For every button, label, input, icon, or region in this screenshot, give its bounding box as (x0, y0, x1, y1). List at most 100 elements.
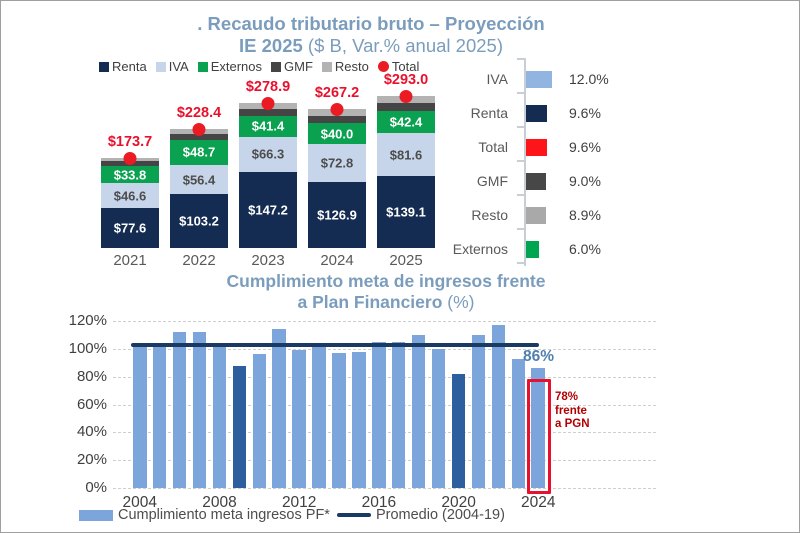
legend-item-cumplimiento: Cumplimiento meta ingresos PF* (79, 507, 330, 523)
promedio-line (131, 342, 539, 347)
segment-iva-2024: $72.8 (308, 144, 366, 182)
legend-label: Promedio (2004-19) (375, 507, 505, 523)
bottom-chart-legend: Cumplimiento meta ingresos PF* Promedio (… (79, 507, 505, 523)
legend-item-total: Total (377, 59, 420, 74)
bar-2006 (172, 332, 187, 488)
total-marker-dot (123, 151, 137, 165)
bar-2018 (411, 334, 426, 488)
growth-value: 6.0% (569, 241, 601, 257)
iva-swatch (155, 61, 166, 72)
bar-2020 (451, 373, 466, 488)
segment-gmf-2024 (308, 115, 366, 124)
top-x-label-2022: 2022 (182, 252, 216, 269)
bar-stack-2021: $77.6 $46.6 $33.8 (101, 157, 159, 248)
growth-value: 9.0% (569, 173, 601, 189)
annotation-78-frente-pgn: 78% frente a PGN (555, 391, 590, 432)
bar-2015 (352, 351, 366, 488)
growth-axis-tick (517, 262, 524, 264)
x-tick-2020: 2020 (441, 494, 476, 511)
growth-bar-renta (526, 104, 548, 122)
segment-iva-2022: $56.4 (170, 165, 228, 195)
x-tick-2004: 2004 (122, 494, 158, 511)
bar-2016 (372, 341, 386, 488)
growth-axis-tick (517, 194, 524, 196)
annotation-red-line: a PGN (555, 418, 590, 430)
segment-gmf-2023 (239, 108, 297, 116)
total-marker-dot (330, 103, 344, 117)
segment-value-label: $40.0 (320, 126, 354, 142)
renta-swatch (99, 61, 109, 72)
growth-axis-tick (517, 58, 524, 60)
top-chart-legend: Renta IVA Externos GMF Resto Total (99, 59, 419, 74)
growth-bar-externos (526, 240, 540, 258)
segment-value-label: $48.7 (182, 144, 216, 160)
bar-stack-2025: $139.1 $81.6 $42.4 (377, 95, 435, 248)
y-tick-120: 120% (68, 312, 107, 329)
growth-value: 9.6% (569, 105, 601, 121)
stacked-bar-2023: $147.2 $66.3 $41.4 $278.9 2023 (239, 41, 297, 269)
growth-bar-total (526, 138, 548, 156)
bar-stack-2023: $147.2 $66.3 $41.4 (239, 103, 297, 248)
segment-gmf-2025 (377, 102, 435, 112)
segment-value-label: $126.9 (317, 207, 357, 223)
segment-value-label: $103.2 (179, 213, 219, 229)
bar-swatch (79, 509, 113, 521)
total-value-label: $228.4 (176, 105, 222, 122)
segment-value-label: $56.4 (182, 172, 216, 188)
total-value-label: $267.2 (314, 85, 360, 102)
bar-2017 (391, 341, 406, 488)
growth-label: Renta (470, 105, 508, 121)
bottom-chart-title-line1: Cumplimiento meta de ingresos frente (226, 271, 546, 291)
resto-swatch (321, 61, 332, 72)
bar-2023 (511, 358, 526, 488)
top-chart-title-line1: . Recaudo tributario bruto – Proyección (197, 13, 545, 34)
legend-label: Renta (112, 59, 147, 74)
stacked-bar-2024: $126.9 $72.8 $40.0 $267.2 2024 (308, 41, 366, 269)
externos-swatch (197, 61, 208, 72)
segment-value-label: $72.8 (320, 155, 354, 171)
bar-2004 (133, 346, 147, 488)
segment-renta-2023: $147.2 (239, 171, 297, 248)
bottom-chart-title-line2: a Plan Financiero (%) (297, 292, 475, 312)
segment-renta-2024: $126.9 (308, 182, 366, 248)
growth-label: GMF (476, 173, 508, 189)
bars-container (133, 317, 545, 488)
annotation-red-line: 78% (555, 391, 579, 403)
segment-value-label: $66.3 (251, 146, 285, 162)
top-x-label-2025: 2025 (389, 252, 423, 269)
total-value-label: $173.7 (107, 133, 153, 150)
top-x-label-2024: 2024 (320, 252, 354, 269)
bar-2024 (531, 368, 545, 488)
segment-iva-2021: $46.6 (101, 183, 159, 208)
segment-value-label: $147.2 (248, 202, 288, 218)
growth-label: IVA (486, 71, 508, 87)
bar-2009 (232, 365, 247, 488)
segment-renta-2025: $139.1 (377, 175, 435, 248)
x-tick-2016: 2016 (361, 494, 397, 511)
top-x-label-2023: 2023 (251, 252, 285, 269)
line-swatch (336, 512, 371, 518)
bar-2013 (312, 344, 326, 488)
growth-row-iva: IVA 12.0% (451, 62, 666, 96)
top-chart-title: . Recaudo tributario bruto – Proyección … (121, 13, 621, 57)
legend-label: Resto (334, 59, 369, 74)
segment-iva-2023: $66.3 (239, 137, 297, 172)
gridline-120 (113, 321, 656, 322)
legend-item-promedio: Promedio (2004-19) (336, 507, 505, 523)
legend-label: Total (391, 59, 420, 74)
bar-2008 (212, 347, 227, 488)
growth-row-renta: Renta 9.6% (451, 96, 666, 130)
bar-2012 (292, 350, 306, 488)
growth-axis-line (524, 58, 526, 266)
growth-bar-iva (526, 70, 553, 88)
growth-rate-panel: IVA 12.0% Renta 9.6% Total 9.6% GMF 9.0% Resto 8.… (451, 58, 666, 266)
y-tick-60: 60% (76, 395, 107, 413)
y-tick-40: 40% (76, 423, 107, 441)
bar-stack-2022: $103.2 $56.4 $48.7 (170, 129, 228, 248)
growth-axis-tick (517, 160, 524, 162)
y-tick-80: 80% (76, 367, 107, 385)
y-tick-20: 20% (76, 451, 107, 469)
segment-renta-2022: $103.2 (170, 194, 228, 248)
gmf-swatch (271, 61, 282, 72)
bar-2014 (332, 353, 346, 488)
